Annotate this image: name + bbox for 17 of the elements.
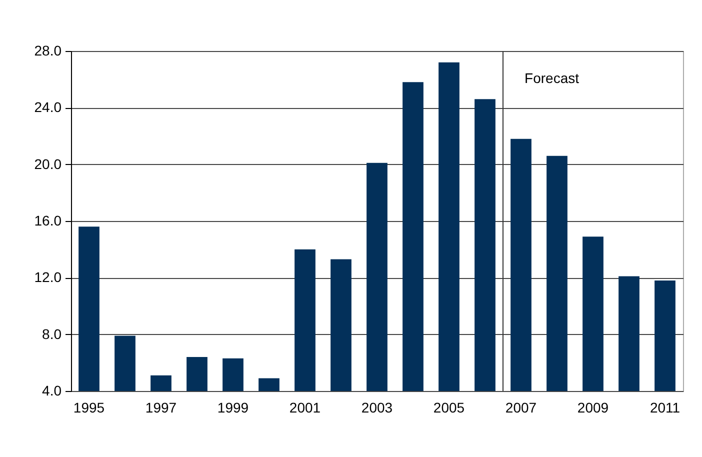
y-tick-label: 20.0 xyxy=(34,156,62,172)
x-tick-label: 2005 xyxy=(433,400,465,416)
x-tick-label: 2003 xyxy=(361,400,393,416)
x-tick-label: 2009 xyxy=(577,400,609,416)
x-tick-label: 1999 xyxy=(217,400,249,416)
ref-line-label: Forecast xyxy=(524,70,580,86)
x-tick-label: 2011 xyxy=(650,400,680,416)
y-tick-label: 16.0 xyxy=(34,212,62,228)
x-tick-label: 2007 xyxy=(505,400,537,416)
x-tick-label: 1995 xyxy=(73,400,105,416)
x-tick-label: 1997 xyxy=(145,400,177,416)
y-tick-label: 24.0 xyxy=(34,99,62,116)
y-tick-label: 4.0 xyxy=(42,382,62,398)
x-tick-label: 2001 xyxy=(289,400,321,416)
y-tick-label: 8.0 xyxy=(42,326,62,342)
y-tick-label: 12.0 xyxy=(34,269,62,286)
y-tick-label: 28.0 xyxy=(34,42,62,58)
